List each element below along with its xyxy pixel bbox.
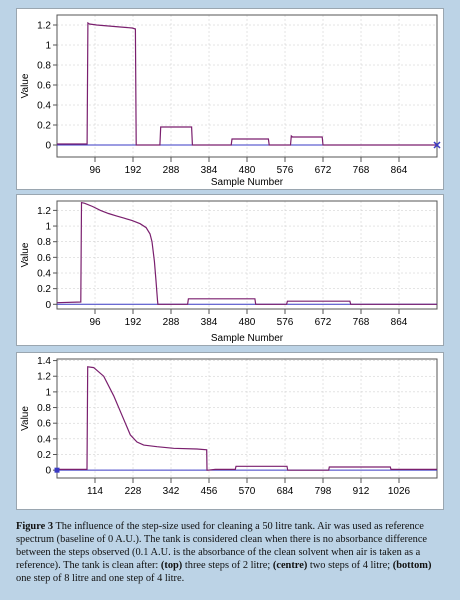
chart-centre: 96 192 288 384 480 576 672 768 864 0 0.2 0.4 0.6 0.8 1…: [20, 200, 438, 344]
y-tick-label-0: 0: [45, 300, 51, 311]
y-axis-title: Value: [20, 73, 31, 98]
caption-bottom-label: (bottom): [392, 560, 432, 571]
y-axis-title: Value: [20, 242, 31, 267]
caption-text-a: The influence of the step-size used for …: [16, 521, 428, 571]
chart-top: 96 192 288 384 480 576 672 768 864 0 0.2 0.4 0.6 0.8 1…: [20, 14, 441, 188]
y-tick-label-3: 0.6: [37, 81, 51, 92]
x-tick-label-4: 480: [239, 317, 256, 328]
y-tick-label-5: 1: [45, 387, 51, 398]
baseline-end-marker: [433, 141, 441, 149]
x-tick-label-4: 480: [239, 165, 256, 176]
y-tick-label-3: 0.6: [37, 253, 51, 264]
y-tick-label-6: 1.2: [37, 372, 51, 383]
caption-text-c: two steps of 4 litre;: [307, 560, 393, 571]
chart-panel-centre: 96 192 288 384 480 576 672 768 864 0 0.2 0.4 0.6 0.8 1…: [16, 194, 444, 346]
x-tick-label-0: 96: [89, 317, 101, 328]
x-tick-label-8: 864: [391, 317, 408, 328]
y-tick-label-0: 0: [45, 141, 51, 152]
x-tick-label-1: 228: [125, 486, 142, 497]
x-tick-label-8: 864: [391, 165, 408, 176]
x-axis-title: Sample Number: [211, 177, 284, 188]
y-tick-label-4: 0.8: [37, 61, 51, 72]
x-tick-label-3: 384: [201, 165, 218, 176]
chart-bottom: 114 228 342 456 570 684 798 912 1026 0 0.2 0.4 0.6 0.…: [20, 356, 438, 497]
x-tick-label-3: 456: [201, 486, 218, 497]
caption-top-label: (top): [160, 560, 183, 571]
x-tick-label-7: 912: [353, 486, 370, 497]
caption-text-d: one step of 8 litre and one step of 4 li…: [16, 573, 185, 584]
x-tick-label-4: 570: [239, 486, 256, 497]
x-tick-label-8: 1026: [388, 486, 411, 497]
y-tick-label-2: 0.4: [37, 434, 51, 445]
y-tick-label-5: 1: [45, 222, 51, 233]
x-tick-label-0: 114: [87, 486, 103, 497]
x-tick-label-2: 342: [163, 486, 180, 497]
caption-text-b: three steps of 2 litre;: [182, 560, 273, 571]
x-tick-label-5: 684: [277, 486, 294, 497]
x-axis-title: Sample Number: [211, 333, 284, 344]
y-tick-label-6: 1.2: [37, 206, 51, 217]
y-tick-label-1: 0.2: [37, 450, 51, 461]
x-tick-label-1: 192: [125, 317, 142, 328]
y-tick-label-6: 1.2: [37, 21, 51, 32]
caption-centre-label: (centre): [272, 560, 308, 571]
x-tick-label-2: 288: [163, 317, 180, 328]
y-tick-label-2: 0.4: [37, 101, 51, 112]
y-tick-label-2: 0.4: [37, 269, 51, 280]
chart-panel-top: 96 192 288 384 480 576 672 768 864 0 0.2 0.4 0.6 0.8 1…: [16, 8, 444, 190]
x-tick-label-6: 672: [315, 317, 332, 328]
x-tick-label-3: 384: [201, 317, 218, 328]
caption-figure-label: Figure 3: [16, 521, 54, 532]
y-tick-label-4: 0.8: [37, 237, 51, 248]
x-tick-label-7: 768: [353, 317, 370, 328]
x-tick-label-5: 576: [277, 317, 294, 328]
series-line-0: [57, 21, 437, 146]
x-tick-label-0: 96: [89, 165, 101, 176]
y-tick-label-4: 0.8: [37, 403, 51, 414]
x-tick-label-7: 768: [353, 165, 370, 176]
y-tick-label-0: 0: [45, 466, 51, 477]
baseline-start-marker: [54, 467, 60, 473]
y-tick-label-5: 1: [45, 41, 51, 52]
x-tick-label-6: 798: [315, 486, 332, 497]
series-line-0: [56, 201, 437, 305]
series-line-0: [57, 366, 437, 471]
x-tick-label-5: 576: [277, 165, 294, 176]
chart-panel-bottom: 114 228 342 456 570 684 798 912 1026 0 0.2 0.4 0.6 0.…: [16, 352, 444, 510]
y-tick-label-7: 1.4: [37, 356, 51, 367]
y-tick-label-3: 0.6: [37, 419, 51, 430]
figure-caption: Figure 3 The influence of the step-size …: [16, 520, 446, 585]
y-tick-label-1: 0.2: [37, 284, 51, 295]
x-tick-label-1: 192: [125, 165, 142, 176]
y-axis-title: Value: [20, 406, 31, 431]
y-tick-label-1: 0.2: [37, 121, 51, 132]
x-tick-label-2: 288: [163, 165, 180, 176]
x-tick-label-6: 672: [315, 165, 332, 176]
